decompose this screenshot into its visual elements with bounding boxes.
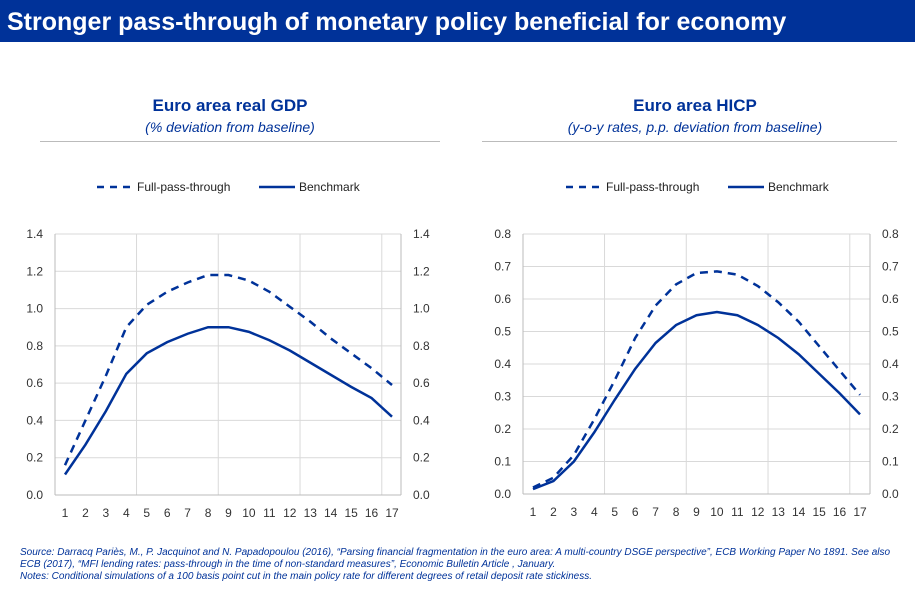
y-tick-left: 0.5 — [494, 325, 511, 339]
y-tick-right: 0.7 — [882, 260, 899, 274]
chart-title-hicp: Euro area HICP — [633, 96, 757, 115]
notes: Notes: Conditional simulations of a 100 … — [20, 571, 592, 582]
x-tick: 10 — [242, 506, 256, 520]
y-tick-left: 0.8 — [26, 339, 43, 353]
x-tick: 2 — [550, 505, 557, 519]
y-tick-right: 0.1 — [882, 455, 899, 469]
legend-label: Full-pass-through — [137, 180, 230, 194]
x-tick: 14 — [324, 506, 338, 520]
x-tick: 1 — [530, 505, 537, 519]
x-tick: 15 — [344, 506, 358, 520]
y-tick-right: 0.3 — [882, 390, 899, 404]
x-tick: 11 — [263, 506, 276, 520]
divider — [482, 141, 897, 142]
x-tick: 12 — [751, 505, 765, 519]
x-tick: 3 — [571, 505, 578, 519]
footnotes: Source: Darracq Pariès, M., P. Jacquinot… — [20, 547, 900, 583]
x-tick: 17 — [385, 506, 399, 520]
chart-subtitle-gdp: (% deviation from baseline) — [145, 119, 315, 135]
y-tick-left: 0.1 — [494, 455, 511, 469]
y-tick-left: 0.6 — [26, 376, 43, 390]
x-tick: 9 — [693, 505, 700, 519]
x-tick: 13 — [772, 505, 786, 519]
y-tick-right: 0.4 — [882, 357, 899, 371]
y-tick-left: 1.0 — [26, 302, 43, 316]
x-tick: 17 — [853, 505, 867, 519]
y-tick-right: 0.8 — [882, 227, 899, 241]
legend-label: Benchmark — [299, 180, 361, 194]
x-tick: 14 — [792, 505, 806, 519]
y-tick-right: 0.6 — [882, 292, 899, 306]
y-tick-right: 1.4 — [413, 227, 430, 241]
x-tick: 15 — [812, 505, 826, 519]
y-tick-left: 0.3 — [494, 390, 511, 404]
x-tick: 6 — [164, 506, 171, 520]
x-tick: 11 — [731, 505, 744, 519]
y-tick-right: 0.8 — [413, 339, 430, 353]
divider — [40, 141, 440, 142]
series-line-benchmark — [532, 310, 861, 491]
chart-subtitle-hicp: (y-o-y rates, p.p. deviation from baseli… — [567, 119, 823, 135]
y-tick-left: 0.7 — [494, 260, 511, 274]
y-tick-right: 0.2 — [882, 422, 899, 436]
x-tick: 8 — [673, 505, 680, 519]
x-tick: 5 — [143, 506, 150, 520]
x-tick: 7 — [184, 506, 191, 520]
x-tick: 2 — [82, 506, 89, 520]
chart-title-gdp: Euro area real GDP — [152, 96, 308, 115]
series-line-benchmark — [63, 325, 393, 476]
x-tick: 7 — [652, 505, 659, 519]
x-tick: 16 — [365, 506, 379, 520]
y-tick-left: 0.4 — [494, 357, 511, 371]
y-tick-right: 0.0 — [882, 487, 899, 501]
x-tick: 6 — [632, 505, 639, 519]
x-tick: 10 — [710, 505, 724, 519]
source-note: Source: Darracq Pariès, M., P. Jacquinot… — [20, 547, 891, 570]
x-tick: 4 — [591, 505, 598, 519]
y-tick-left: 0.4 — [26, 413, 43, 427]
y-tick-left: 1.2 — [26, 264, 43, 278]
x-tick: 16 — [833, 505, 847, 519]
x-tick: 13 — [304, 506, 318, 520]
legend-label: Benchmark — [768, 180, 830, 194]
y-tick-right: 0.4 — [413, 413, 430, 427]
x-tick: 3 — [103, 506, 110, 520]
y-tick-left: 0.8 — [494, 227, 511, 241]
y-tick-right: 0.5 — [882, 325, 899, 339]
x-tick: 9 — [225, 506, 232, 520]
series-line-full-pass-through — [63, 273, 393, 466]
y-tick-left: 0.6 — [494, 292, 511, 306]
legend-label: Full-pass-through — [606, 180, 699, 194]
y-tick-right: 0.6 — [413, 376, 430, 390]
x-tick: 8 — [205, 506, 212, 520]
y-tick-left: 0.0 — [26, 488, 43, 502]
y-tick-left: 0.2 — [26, 451, 43, 465]
y-tick-left: 0.2 — [494, 422, 511, 436]
slide-title: Stronger pass-through of monetary policy… — [0, 0, 915, 42]
x-tick: 4 — [123, 506, 130, 520]
series-line-full-pass-through — [532, 270, 861, 489]
x-tick: 1 — [62, 506, 69, 520]
x-tick: 5 — [611, 505, 618, 519]
y-tick-right: 0.0 — [413, 488, 430, 502]
y-tick-right: 1.0 — [413, 302, 430, 316]
y-tick-left: 0.0 — [494, 487, 511, 501]
y-tick-right: 0.2 — [413, 451, 430, 465]
y-tick-left: 1.4 — [26, 227, 43, 241]
y-tick-right: 1.2 — [413, 264, 430, 278]
x-tick: 12 — [283, 506, 297, 520]
